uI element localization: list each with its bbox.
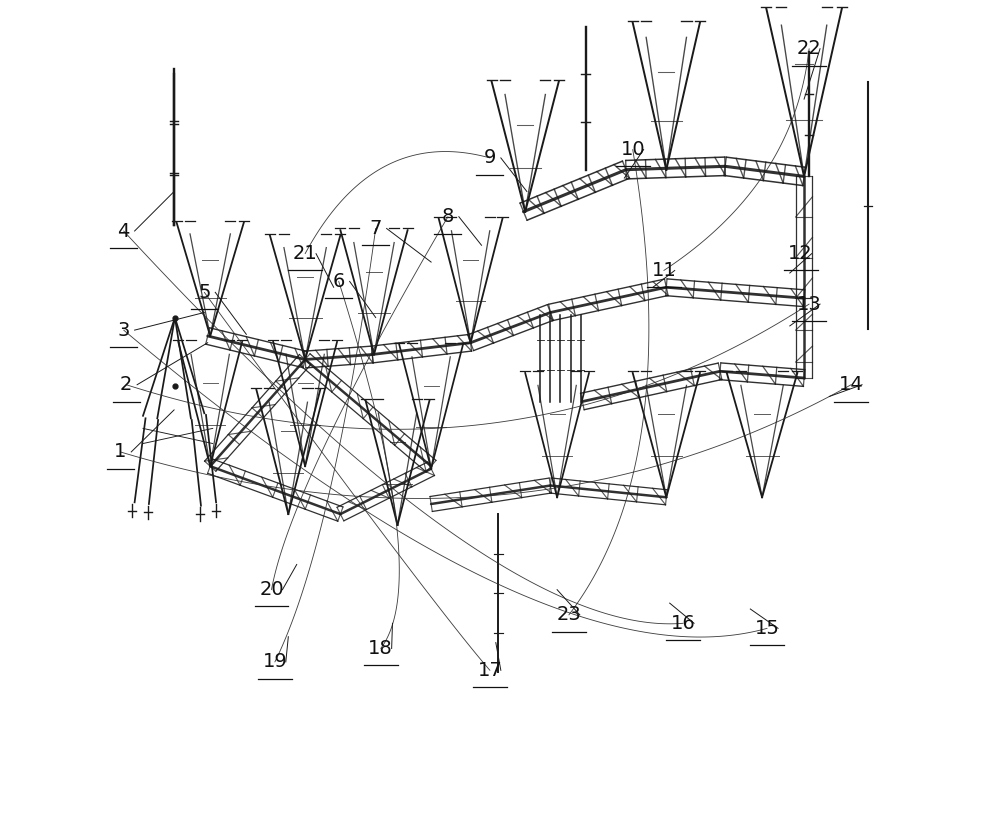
Text: 15: 15 (755, 619, 780, 638)
Text: 14: 14 (839, 375, 863, 394)
Text: 9: 9 (484, 149, 496, 167)
Text: 18: 18 (368, 639, 393, 658)
Text: 1: 1 (114, 443, 127, 461)
Text: 19: 19 (263, 653, 287, 671)
Text: 12: 12 (788, 244, 813, 263)
Text: 4: 4 (117, 222, 130, 240)
Text: 21: 21 (293, 244, 317, 263)
Text: 16: 16 (671, 614, 695, 633)
Text: 20: 20 (259, 580, 284, 599)
Text: 3: 3 (117, 321, 130, 339)
Text: 11: 11 (651, 261, 676, 280)
Text: 6: 6 (333, 272, 345, 291)
Text: 2: 2 (120, 375, 132, 394)
Text: 8: 8 (442, 207, 454, 226)
Text: 22: 22 (797, 39, 821, 58)
Text: 7: 7 (369, 219, 382, 238)
Text: 13: 13 (797, 295, 821, 313)
Text: 5: 5 (198, 283, 211, 302)
Text: 23: 23 (557, 606, 581, 624)
Text: 10: 10 (620, 140, 645, 159)
Text: 17: 17 (478, 661, 502, 680)
